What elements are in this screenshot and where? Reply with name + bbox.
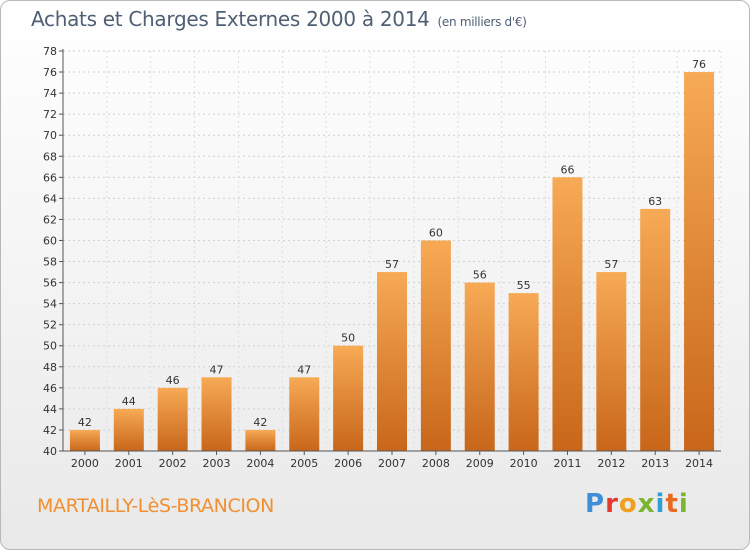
x-tick-label: 2007	[378, 457, 406, 470]
x-tick-label: 2014	[685, 457, 713, 470]
proxiti-logo[interactable]: Proxiti	[585, 489, 689, 519]
bar	[596, 272, 627, 451]
x-tick-label: 2006	[334, 457, 362, 470]
y-tick-label: 40	[43, 445, 57, 458]
x-tick-label: 2005	[290, 457, 318, 470]
bar	[201, 377, 232, 451]
y-tick-label: 60	[43, 234, 57, 247]
bar	[333, 345, 364, 451]
data-label: 44	[122, 395, 136, 408]
data-label: 47	[210, 363, 224, 376]
data-label: 76	[692, 58, 706, 71]
bar	[684, 72, 715, 451]
bar	[245, 429, 276, 451]
y-tick-label: 54	[43, 298, 57, 311]
y-tick-label: 74	[43, 87, 57, 100]
bar	[464, 282, 495, 451]
bar	[289, 377, 320, 451]
y-tick-label: 48	[43, 361, 57, 374]
data-label: 57	[604, 258, 618, 271]
data-label: 47	[297, 363, 311, 376]
bar	[69, 429, 100, 451]
y-tick-label: 64	[43, 192, 57, 205]
bar	[420, 240, 451, 451]
bar	[377, 272, 407, 451]
x-tick-label: 2004	[246, 457, 274, 470]
y-tick-label: 42	[43, 424, 57, 437]
bar	[157, 387, 188, 451]
title-text: Achats et Charges Externes 2000 à 2014	[31, 7, 430, 31]
x-tick-label: 2001	[115, 457, 143, 470]
y-tick-label: 70	[43, 129, 57, 142]
data-label: 56	[473, 269, 487, 282]
x-tick-label: 2003	[203, 457, 231, 470]
data-label: 57	[385, 258, 399, 271]
y-tick-label: 52	[43, 319, 57, 332]
bar	[113, 408, 144, 451]
data-label: 50	[341, 332, 355, 345]
y-tick-label: 56	[43, 277, 57, 290]
x-tick-label: 2009	[466, 457, 494, 470]
y-tick-label: 44	[43, 403, 57, 416]
bar	[640, 208, 671, 451]
bar-chart: 40 42 44 46 48 50 52 54 56 58 60 62 64 66 68 70 72 74 76 78…	[43, 45, 722, 470]
x-tick-label: 2000	[71, 457, 99, 470]
data-label: 63	[648, 195, 662, 208]
y-tick-label: 76	[43, 66, 57, 79]
title-unit: (en milliers d'€)	[437, 15, 527, 29]
bar	[508, 293, 539, 451]
x-tick-label: 2013	[641, 457, 669, 470]
data-label: 66	[560, 163, 574, 176]
axis-layer: 40 42 44 46 48 50 52 54 56 58 60 62 64 66 68 70 72 74 76 78…	[43, 45, 721, 470]
data-label: 42	[78, 416, 92, 429]
commune-name: MARTAILLY-LèS-BRANCION	[37, 495, 274, 517]
x-tick-label: 2002	[159, 457, 187, 470]
label-layer: 42 44 46 47 42 47 50 57 60 56 55 66 57 63 76	[78, 58, 706, 429]
chart-title: Achats et Charges Externes 2000 à 2014 (e…	[31, 7, 527, 31]
y-tick-label: 58	[43, 256, 57, 269]
y-tick-label: 68	[43, 150, 57, 163]
data-label: 55	[517, 279, 531, 292]
x-tick-label: 2012	[597, 457, 625, 470]
data-label: 60	[429, 226, 443, 239]
y-tick-label: 78	[43, 45, 57, 58]
y-tick-label: 66	[43, 171, 57, 184]
x-tick-label: 2011	[553, 457, 581, 470]
y-tick-label: 72	[43, 108, 57, 121]
bar	[552, 177, 583, 451]
y-tick-label: 50	[43, 340, 57, 353]
y-tick-label: 46	[43, 382, 57, 395]
bar-layer	[69, 72, 715, 451]
x-tick-label: 2010	[510, 457, 538, 470]
data-label: 42	[253, 416, 267, 429]
y-tick-label: 62	[43, 213, 57, 226]
data-label: 46	[166, 374, 180, 387]
x-tick-label: 2008	[422, 457, 450, 470]
